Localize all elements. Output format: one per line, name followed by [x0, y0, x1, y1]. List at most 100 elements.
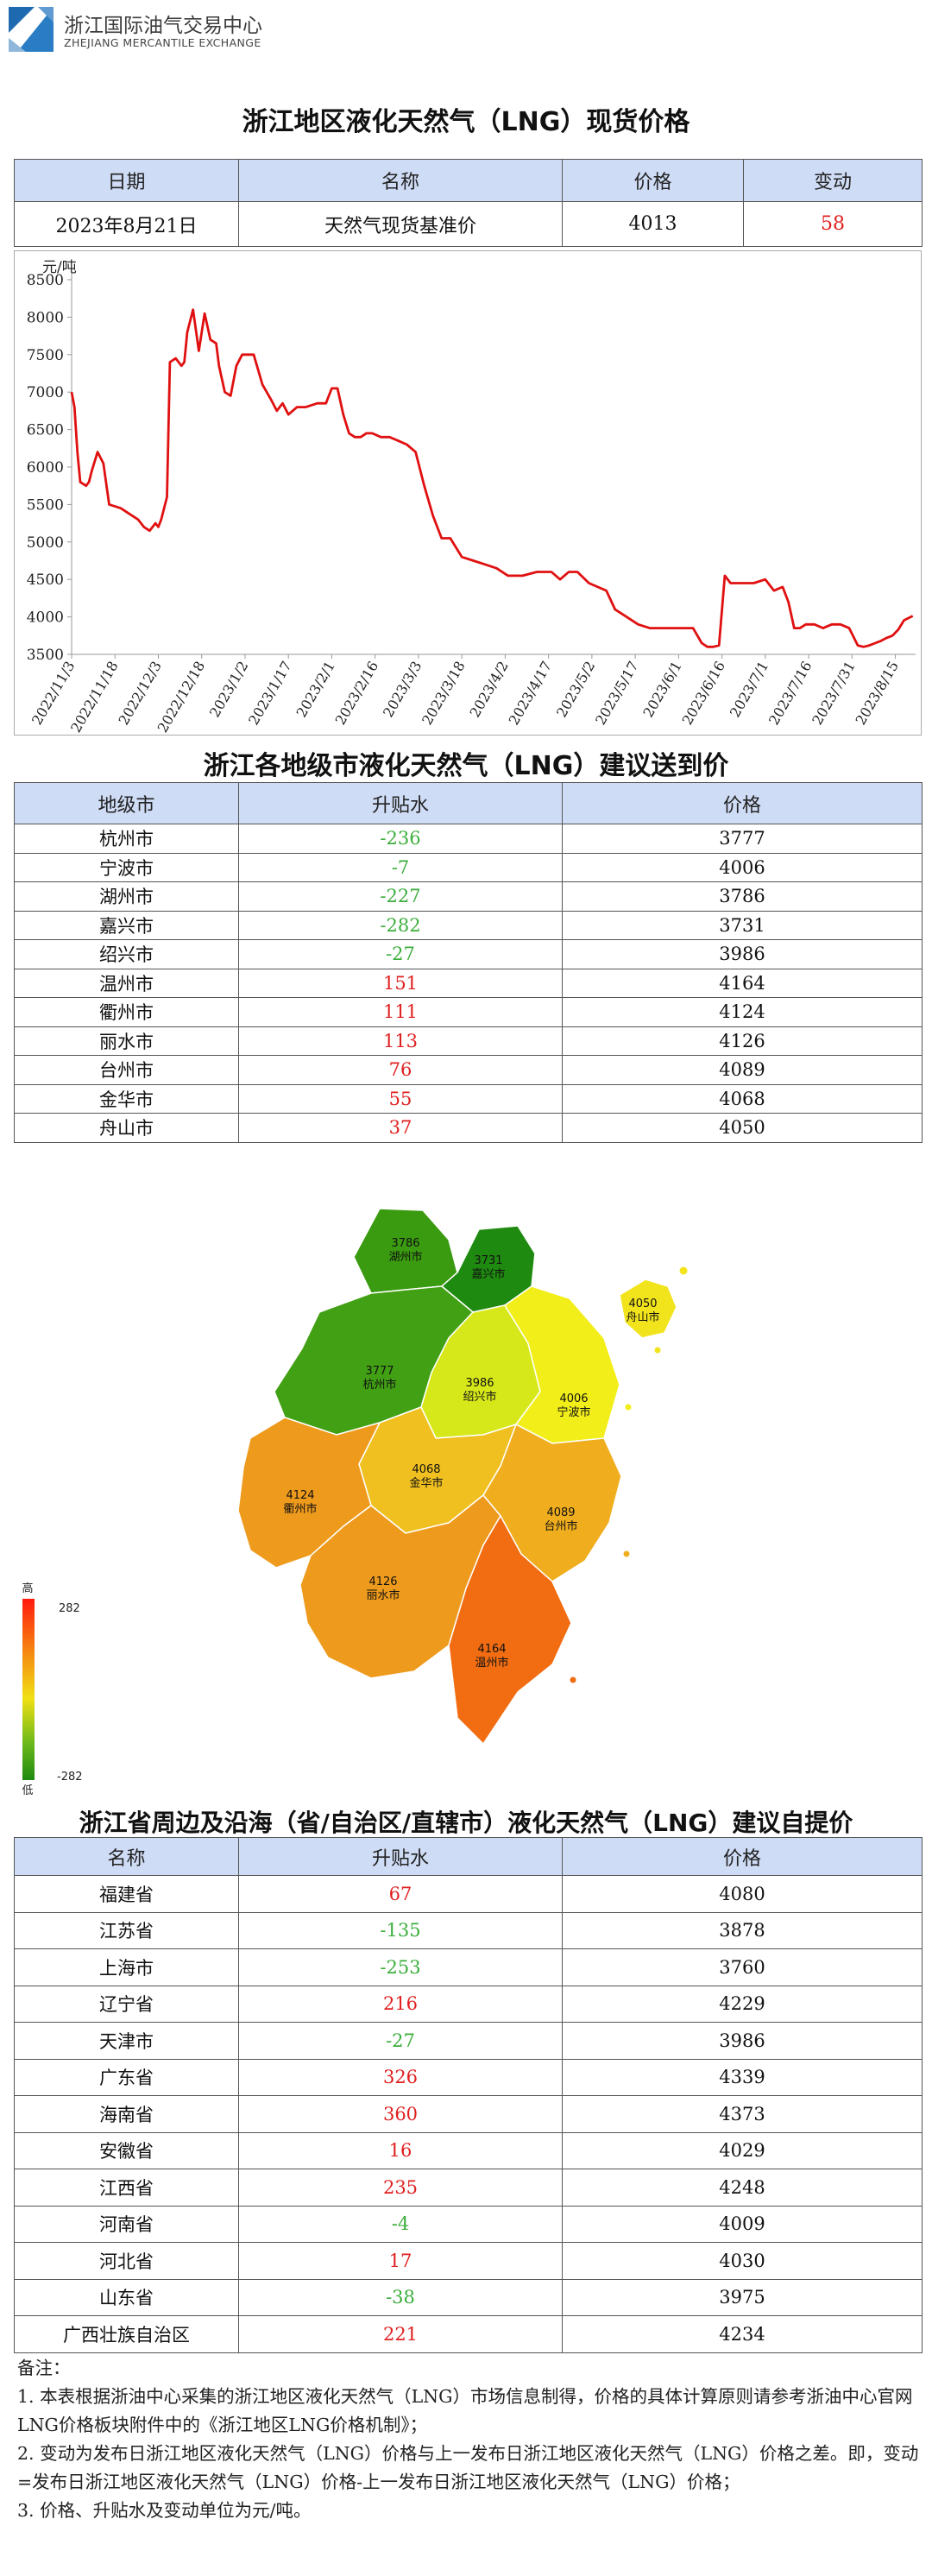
note-item: 1. 本表根据浙油中心采集的浙江地区液化天然气（LNG）市场信息制得，价格的具体… — [17, 2386, 913, 2435]
y-tick-label: 6000 — [27, 459, 64, 477]
row-price: 4373 — [562, 2095, 923, 2133]
y-tick-label: 6500 — [27, 422, 64, 439]
row-name: 金华市 — [14, 1083, 239, 1114]
row-name: 杭州市 — [14, 824, 239, 854]
row-name: 天津市 — [14, 2022, 239, 2060]
table-row: 广西壮族自治区 221 4234 — [14, 2315, 923, 2353]
row-price: 3986 — [562, 2022, 923, 2060]
row-price: 4030 — [562, 2242, 923, 2280]
row-diff: -4 — [238, 2205, 563, 2243]
col-header: 价格 — [562, 1837, 923, 1876]
y-tick-label: 3500 — [27, 647, 64, 664]
row-price: 4124 — [562, 997, 923, 1027]
row-price: 4229 — [562, 1985, 923, 2023]
map-city-label: 杭州市 — [362, 1378, 396, 1392]
x-tick-label: 2023/3/3 — [380, 659, 425, 721]
table-row: 杭州市 -236 3777 — [14, 824, 923, 854]
row-name: 绍兴市 — [14, 939, 239, 969]
row-diff: -253 — [238, 1948, 563, 1986]
price-series-line — [70, 308, 914, 648]
x-tick-label: 2023/7/31 — [809, 659, 858, 729]
row-diff: 151 — [238, 968, 563, 998]
row-diff: 17 — [238, 2242, 563, 2280]
spot-price: 4013 — [562, 201, 744, 247]
map-price-label: 4089 — [546, 1506, 575, 1519]
map-price-label: 4068 — [412, 1463, 440, 1476]
y-tick-label: 4000 — [27, 609, 64, 627]
spot-change: 58 — [743, 201, 923, 247]
row-diff: -38 — [238, 2278, 563, 2316]
table-row: 福建省 67 4080 — [14, 1875, 923, 1913]
row-diff: -282 — [238, 910, 563, 940]
row-diff: -236 — [238, 824, 563, 854]
row-name: 辽宁省 — [14, 1985, 239, 2023]
table-header-row: 日期 名称 价格 变动 — [14, 159, 923, 202]
x-tick-label: 2023/1/17 — [245, 659, 294, 729]
table-row: 天津市 -27 3986 — [14, 2022, 923, 2060]
org-name-cn: 浙江国际油气交易中心 — [64, 15, 262, 37]
row-name: 山东省 — [14, 2278, 239, 2316]
table-row: 衢州市 111 4124 — [14, 997, 923, 1027]
table-row: 丽水市 113 4126 — [14, 1026, 923, 1056]
row-price: 4126 — [562, 1026, 923, 1056]
table-row: 台州市 76 4089 — [14, 1055, 923, 1085]
map-city-label: 金华市 — [409, 1476, 443, 1490]
row-name: 河北省 — [14, 2242, 239, 2280]
map-city-label: 温州市 — [475, 1656, 508, 1670]
provinces-price-table: 名称 升贴水 价格 福建省 67 4080 江苏省 -135 3878 上海市 -253 376… — [14, 1837, 923, 2353]
map-city-label: 舟山市 — [626, 1310, 659, 1324]
cities-price-table: 地级市 升贴水 价格 杭州市 -236 3777 宁波市 -7 4006 湖州市 -227 37… — [14, 782, 923, 1143]
row-diff: 55 — [238, 1083, 563, 1114]
map-city-label: 衢州市 — [283, 1502, 317, 1516]
table-row: 宁波市 -7 4006 — [14, 852, 923, 882]
row-name: 丽水市 — [14, 1026, 239, 1056]
row-price: 4248 — [562, 2169, 923, 2207]
x-tick-label: 2023/4/2 — [466, 659, 511, 721]
table-row: 绍兴市 -27 3986 — [14, 939, 923, 969]
region-wenzhou — [448, 1514, 572, 1746]
row-diff: -7 — [238, 852, 563, 882]
x-tick-label: 2022/12/3 — [115, 659, 164, 729]
map-city-label: 台州市 — [544, 1519, 577, 1533]
row-name: 江苏省 — [14, 1911, 239, 1949]
row-diff: 76 — [238, 1055, 563, 1085]
col-header: 变动 — [743, 159, 923, 202]
legend-low-label: 低 — [22, 1784, 33, 1796]
row-name: 台州市 — [14, 1055, 239, 1085]
row-price: 4080 — [562, 1875, 923, 1913]
zmx-logo-icon — [9, 7, 54, 52]
row-name: 衢州市 — [14, 997, 239, 1027]
x-tick-label: 2023/3/18 — [419, 659, 468, 729]
table-row: 温州市 151 4164 — [14, 968, 923, 998]
row-price: 4089 — [562, 1055, 923, 1085]
map-canvas: 3786 湖州市 3731 嘉兴市 3777 杭州市 3986 绍兴市 4006… — [22, 1208, 689, 1797]
row-price: 3986 — [562, 939, 923, 969]
note-item: 2. 变动为发布日浙江地区液化天然气（LNG）价格与上一发布日浙江地区液化天然气… — [17, 2443, 919, 2492]
table-row: 江西省 235 4248 — [14, 2169, 923, 2207]
map-price-label: 3777 — [365, 1365, 394, 1378]
map-price-label: 3731 — [474, 1254, 502, 1267]
table-row: 舟山市 37 4050 — [14, 1113, 923, 1143]
region-zhoushan — [619, 1279, 677, 1339]
y-tick-label: 7000 — [27, 384, 64, 401]
row-price: 4068 — [562, 1083, 923, 1114]
row-diff: -27 — [238, 2022, 563, 2060]
row-name: 上海市 — [14, 1948, 239, 1986]
row-name: 广东省 — [14, 2058, 239, 2096]
x-tick-label: 2023/2/1 — [293, 659, 338, 721]
x-tick-label: 2023/6/16 — [679, 659, 728, 729]
table-row: 河南省 -4 4009 — [14, 2205, 923, 2243]
row-price: 3878 — [562, 1911, 923, 1949]
x-tick-label: 2023/5/2 — [553, 659, 598, 721]
row-price: 4009 — [562, 2205, 923, 2243]
col-header: 升贴水 — [238, 1837, 563, 1876]
legend-high-label: 高 — [22, 1582, 33, 1595]
map-price-label: 4006 — [559, 1392, 588, 1405]
row-diff: 360 — [238, 2095, 563, 2133]
row-price: 4234 — [562, 2315, 923, 2353]
legend-max-value: 282 — [59, 1602, 80, 1615]
row-diff: -27 — [238, 939, 563, 969]
y-tick-label: 7500 — [27, 347, 64, 364]
x-tick-label: 2023/2/16 — [332, 659, 381, 729]
map-city-label: 嘉兴市 — [471, 1267, 505, 1281]
